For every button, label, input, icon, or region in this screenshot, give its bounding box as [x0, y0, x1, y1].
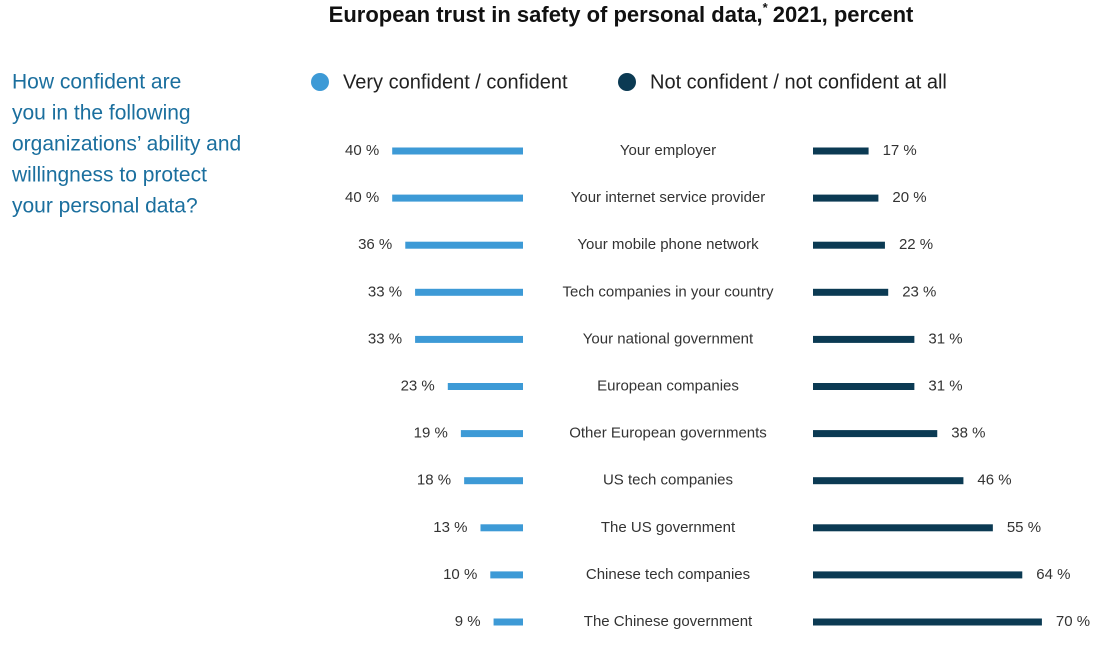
value-label: 23 %: [401, 377, 435, 394]
bar: [392, 147, 523, 155]
category-label: US tech companies: [603, 472, 733, 489]
bar: [813, 571, 1023, 579]
value-label: 36 %: [358, 236, 392, 253]
value-label: 10 %: [443, 566, 477, 583]
value-label: 40 %: [345, 142, 379, 159]
title-rest: 2021, percent: [773, 2, 914, 27]
bar: [813, 288, 889, 296]
value-label: 23 %: [902, 283, 936, 300]
value-label: 31 %: [928, 377, 962, 394]
bar: [415, 335, 523, 343]
bar: [490, 571, 523, 579]
category-label: Your mobile phone network: [577, 236, 759, 253]
bar: [813, 383, 915, 390]
title-note: *: [763, 0, 769, 15]
question-line: How confident are: [12, 71, 181, 94]
question-line: willingness to protect: [11, 164, 207, 187]
legend-label: Very confident / confident: [343, 71, 568, 93]
legend-swatch: [618, 73, 636, 91]
bar: [493, 618, 523, 626]
question-line: you in the following: [12, 102, 191, 125]
bar: [813, 430, 938, 438]
bar: [460, 430, 523, 438]
category-label: European companies: [597, 377, 739, 394]
legend-swatch: [311, 73, 329, 91]
value-label: 46 %: [977, 472, 1011, 489]
value-label: 22 %: [899, 236, 933, 253]
bar: [813, 524, 993, 532]
category-label: Chinese tech companies: [586, 566, 750, 583]
bar: [813, 477, 964, 485]
value-label: 13 %: [433, 519, 467, 536]
bar: [392, 194, 523, 202]
category-label: Your national government: [583, 330, 754, 347]
category-label: Your internet service provider: [571, 189, 766, 206]
bar: [813, 618, 1042, 626]
chart-title: European trust in safety of personal dat…: [329, 2, 763, 27]
question-line: organizations’ ability and: [12, 133, 241, 156]
category-label: Other European governments: [569, 425, 767, 442]
category-label: Your employer: [620, 142, 716, 159]
bar: [415, 288, 523, 296]
value-label: 33 %: [368, 330, 402, 347]
value-label: 20 %: [892, 189, 926, 206]
value-label: 18 %: [417, 472, 451, 489]
value-label: 17 %: [883, 142, 917, 159]
value-label: 38 %: [951, 425, 985, 442]
value-label: 70 %: [1056, 613, 1090, 630]
bar: [813, 335, 915, 343]
value-label: 9 %: [455, 613, 481, 630]
bar: [447, 383, 523, 390]
value-label: 40 %: [345, 189, 379, 206]
bar: [464, 477, 523, 485]
bar: [480, 524, 523, 532]
category-label: The US government: [601, 519, 736, 536]
bar: [813, 194, 879, 202]
legend-label: Not confident / not confident at all: [650, 71, 947, 93]
chart-title-group: European trust in safety of personal dat…: [329, 0, 914, 26]
value-label: 33 %: [368, 283, 402, 300]
category-label: The Chinese government: [584, 613, 753, 630]
value-label: 19 %: [414, 425, 448, 442]
value-label: 31 %: [928, 330, 962, 347]
value-label: 55 %: [1007, 519, 1041, 536]
question-line: your personal data?: [12, 195, 198, 218]
bar: [813, 147, 869, 155]
bar: [813, 241, 885, 249]
bar: [405, 241, 523, 249]
value-label: 64 %: [1036, 566, 1070, 583]
category-label: Tech companies in your country: [563, 283, 774, 300]
